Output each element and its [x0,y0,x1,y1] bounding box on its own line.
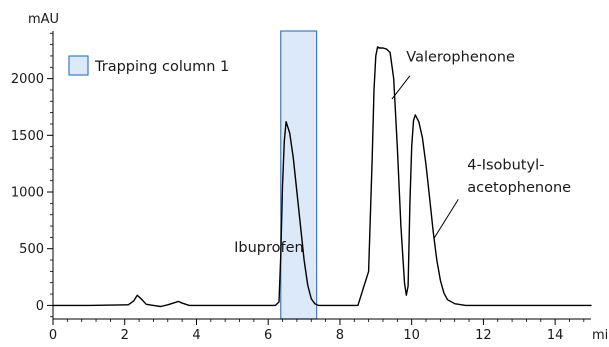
x-tick-label: 10 [403,328,420,343]
x-tick-label: 8 [336,328,344,343]
text-layer: 0 2 4 6 8 10 12 14 0 500 1000 1500 2000 mAU min Trappin… [11,12,609,343]
y-axis-unit: mAU [28,12,59,27]
peak-annotation: Ibuprofen [234,240,304,256]
chromatogram-trace [52,46,592,308]
x-tick-label: 14 [547,328,564,343]
x-tick-label: 4 [192,328,200,343]
peak-annotation: acetophenone [467,180,571,196]
y-tick-label: 2000 [11,72,44,87]
legend-label: Trapping column 1 [94,59,229,75]
peak-annotation: 4-Isobutyl- [467,157,544,173]
annotation-pointer [391,75,411,100]
y-tick-label: 0 [36,299,44,314]
x-axis-unit: min [592,328,609,343]
legend-swatch [68,55,89,76]
x-tick-label: 12 [475,328,492,343]
annotation-pointer [433,199,459,239]
x-tick-label: 6 [264,328,272,343]
peak-annotation: Valerophenone [406,50,515,66]
y-tick-label: 1000 [11,186,44,201]
trace-layer [52,46,592,308]
trapping-layer [280,30,318,320]
ticks-layer [47,32,585,325]
x-tick-label: 0 [49,328,57,343]
x-tick-label: 2 [121,328,129,343]
y-tick-label: 1500 [11,129,44,144]
trapping-window-band [280,30,318,320]
y-tick-label: 500 [19,242,44,257]
